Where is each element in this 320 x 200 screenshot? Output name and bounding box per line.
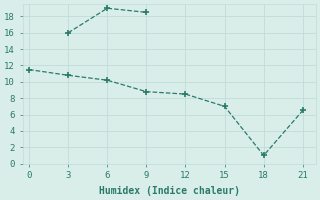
X-axis label: Humidex (Indice chaleur): Humidex (Indice chaleur): [99, 186, 240, 196]
